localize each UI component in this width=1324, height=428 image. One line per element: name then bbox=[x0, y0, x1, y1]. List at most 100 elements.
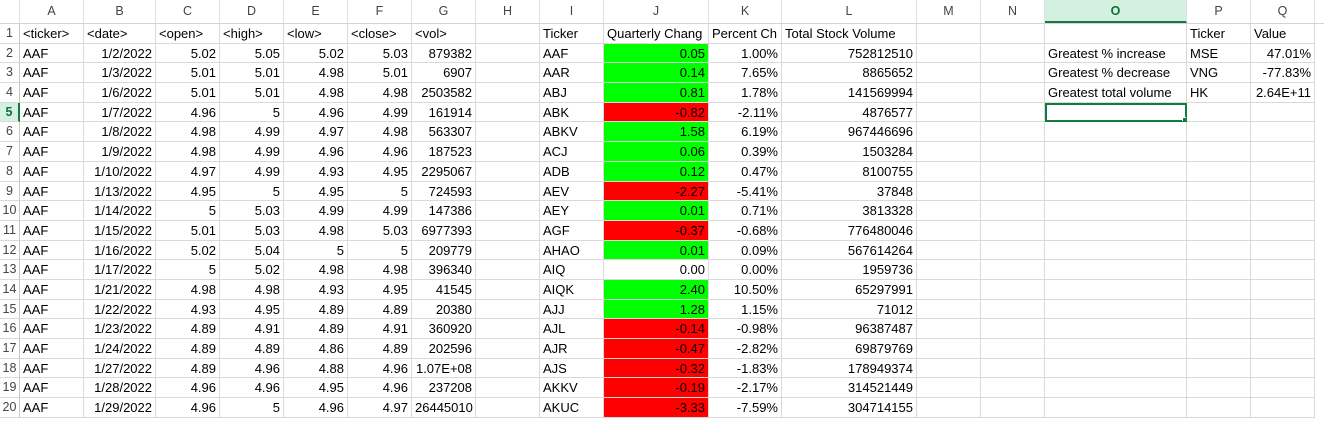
cell-c13[interactable]: 5 bbox=[156, 260, 220, 280]
cell-h18[interactable] bbox=[476, 358, 540, 379]
cell-b19[interactable]: 1/28/2022 bbox=[84, 378, 156, 399]
row-header-3[interactable]: 3 bbox=[0, 63, 20, 84]
row-header-12[interactable]: 12 bbox=[0, 240, 20, 261]
cell-n17[interactable] bbox=[981, 339, 1045, 359]
cell-b20[interactable]: 1/29/2022 bbox=[84, 398, 156, 418]
cell-k10[interactable]: 0.71% bbox=[709, 201, 782, 221]
cell-g4[interactable]: 2503582 bbox=[412, 83, 476, 103]
cell-k13[interactable]: 0.00% bbox=[709, 260, 782, 280]
cell-i17[interactable]: AJR bbox=[540, 339, 604, 359]
cell-o20[interactable] bbox=[1045, 398, 1187, 418]
cell-b16[interactable]: 1/23/2022 bbox=[84, 319, 156, 339]
cell-j10[interactable]: 0.01 bbox=[604, 201, 709, 221]
cell-i5[interactable]: ABK bbox=[540, 102, 604, 123]
cell-o17[interactable] bbox=[1045, 339, 1187, 359]
cell-j18[interactable]: -0.32 bbox=[604, 358, 709, 379]
cell-d8[interactable]: 4.99 bbox=[220, 161, 284, 182]
cell-n3[interactable] bbox=[981, 63, 1045, 84]
cell-b14[interactable]: 1/21/2022 bbox=[84, 279, 156, 300]
cell-m3[interactable] bbox=[917, 63, 981, 84]
cell-j1[interactable]: Quarterly Chang bbox=[604, 24, 709, 44]
cell-d18[interactable]: 4.96 bbox=[220, 358, 284, 379]
cell-n8[interactable] bbox=[981, 161, 1045, 182]
cell-d19[interactable]: 4.96 bbox=[220, 378, 284, 399]
cell-g1[interactable]: <vol> bbox=[412, 24, 476, 44]
cell-e13[interactable]: 4.98 bbox=[284, 260, 348, 280]
cell-c4[interactable]: 5.01 bbox=[156, 83, 220, 103]
cell-c6[interactable]: 4.98 bbox=[156, 122, 220, 143]
cell-l6[interactable]: 967446696 bbox=[782, 122, 917, 143]
cell-h13[interactable] bbox=[476, 260, 540, 280]
cell-f18[interactable]: 4.96 bbox=[348, 358, 412, 379]
cell-p2[interactable]: MSE bbox=[1187, 43, 1251, 64]
cell-b1[interactable]: <date> bbox=[84, 24, 156, 44]
cell-b7[interactable]: 1/9/2022 bbox=[84, 142, 156, 162]
cell-g10[interactable]: 147386 bbox=[412, 201, 476, 221]
cell-q6[interactable] bbox=[1251, 122, 1315, 143]
cell-e7[interactable]: 4.96 bbox=[284, 142, 348, 162]
cell-h16[interactable] bbox=[476, 319, 540, 339]
cell-a1[interactable]: <ticker> bbox=[20, 24, 84, 44]
cell-n16[interactable] bbox=[981, 319, 1045, 339]
cell-h6[interactable] bbox=[476, 122, 540, 143]
cell-k12[interactable]: 0.09% bbox=[709, 240, 782, 261]
active-cell-o5[interactable] bbox=[1045, 102, 1187, 123]
cell-j15[interactable]: 1.28 bbox=[604, 299, 709, 320]
cell-m19[interactable] bbox=[917, 378, 981, 399]
cell-b3[interactable]: 1/3/2022 bbox=[84, 63, 156, 84]
cell-o13[interactable] bbox=[1045, 260, 1187, 280]
cell-l10[interactable]: 3813328 bbox=[782, 201, 917, 221]
cell-a13[interactable]: AAF bbox=[20, 260, 84, 280]
cell-h15[interactable] bbox=[476, 299, 540, 320]
cell-q16[interactable] bbox=[1251, 319, 1315, 339]
cell-p12[interactable] bbox=[1187, 240, 1251, 261]
cell-l11[interactable]: 776480046 bbox=[782, 220, 917, 241]
cell-i12[interactable]: AHAO bbox=[540, 240, 604, 261]
cell-f7[interactable]: 4.96 bbox=[348, 142, 412, 162]
cell-c3[interactable]: 5.01 bbox=[156, 63, 220, 84]
cell-q19[interactable] bbox=[1251, 378, 1315, 399]
column-header-p[interactable]: P bbox=[1187, 0, 1251, 23]
cell-l9[interactable]: 37848 bbox=[782, 181, 917, 202]
cell-c2[interactable]: 5.02 bbox=[156, 43, 220, 64]
column-header-k[interactable]: K bbox=[709, 0, 782, 23]
cell-c10[interactable]: 5 bbox=[156, 201, 220, 221]
cell-d9[interactable]: 5 bbox=[220, 181, 284, 202]
cell-l17[interactable]: 69879769 bbox=[782, 339, 917, 359]
cell-a5[interactable]: AAF bbox=[20, 102, 84, 123]
cell-b17[interactable]: 1/24/2022 bbox=[84, 339, 156, 359]
cell-b15[interactable]: 1/22/2022 bbox=[84, 299, 156, 320]
cell-i1[interactable]: Ticker bbox=[540, 24, 604, 44]
cell-h1[interactable] bbox=[476, 24, 540, 44]
cell-q8[interactable] bbox=[1251, 161, 1315, 182]
cell-f12[interactable]: 5 bbox=[348, 240, 412, 261]
cell-g9[interactable]: 724593 bbox=[412, 181, 476, 202]
cell-c1[interactable]: <open> bbox=[156, 24, 220, 44]
row-header-11[interactable]: 11 bbox=[0, 220, 20, 241]
cell-q20[interactable] bbox=[1251, 398, 1315, 418]
row-header-14[interactable]: 14 bbox=[0, 279, 20, 300]
cell-e16[interactable]: 4.89 bbox=[284, 319, 348, 339]
cell-i6[interactable]: ABKV bbox=[540, 122, 604, 143]
cell-l14[interactable]: 65297991 bbox=[782, 279, 917, 300]
cell-h7[interactable] bbox=[476, 142, 540, 162]
cell-p7[interactable] bbox=[1187, 142, 1251, 162]
cell-n7[interactable] bbox=[981, 142, 1045, 162]
cell-q3[interactable]: -77.83% bbox=[1251, 63, 1315, 84]
cell-m12[interactable] bbox=[917, 240, 981, 261]
cell-o2[interactable]: Greatest % increase bbox=[1045, 43, 1187, 64]
cell-a7[interactable]: AAF bbox=[20, 142, 84, 162]
cell-i9[interactable]: AEV bbox=[540, 181, 604, 202]
cell-p8[interactable] bbox=[1187, 161, 1251, 182]
cell-b13[interactable]: 1/17/2022 bbox=[84, 260, 156, 280]
cell-k19[interactable]: -2.17% bbox=[709, 378, 782, 399]
cell-j9[interactable]: -2.27 bbox=[604, 181, 709, 202]
cell-g19[interactable]: 237208 bbox=[412, 378, 476, 399]
cell-q18[interactable] bbox=[1251, 358, 1315, 379]
cell-l15[interactable]: 71012 bbox=[782, 299, 917, 320]
cell-b12[interactable]: 1/16/2022 bbox=[84, 240, 156, 261]
cell-i14[interactable]: AIQK bbox=[540, 279, 604, 300]
cell-e8[interactable]: 4.93 bbox=[284, 161, 348, 182]
cell-c16[interactable]: 4.89 bbox=[156, 319, 220, 339]
cell-m5[interactable] bbox=[917, 102, 981, 123]
